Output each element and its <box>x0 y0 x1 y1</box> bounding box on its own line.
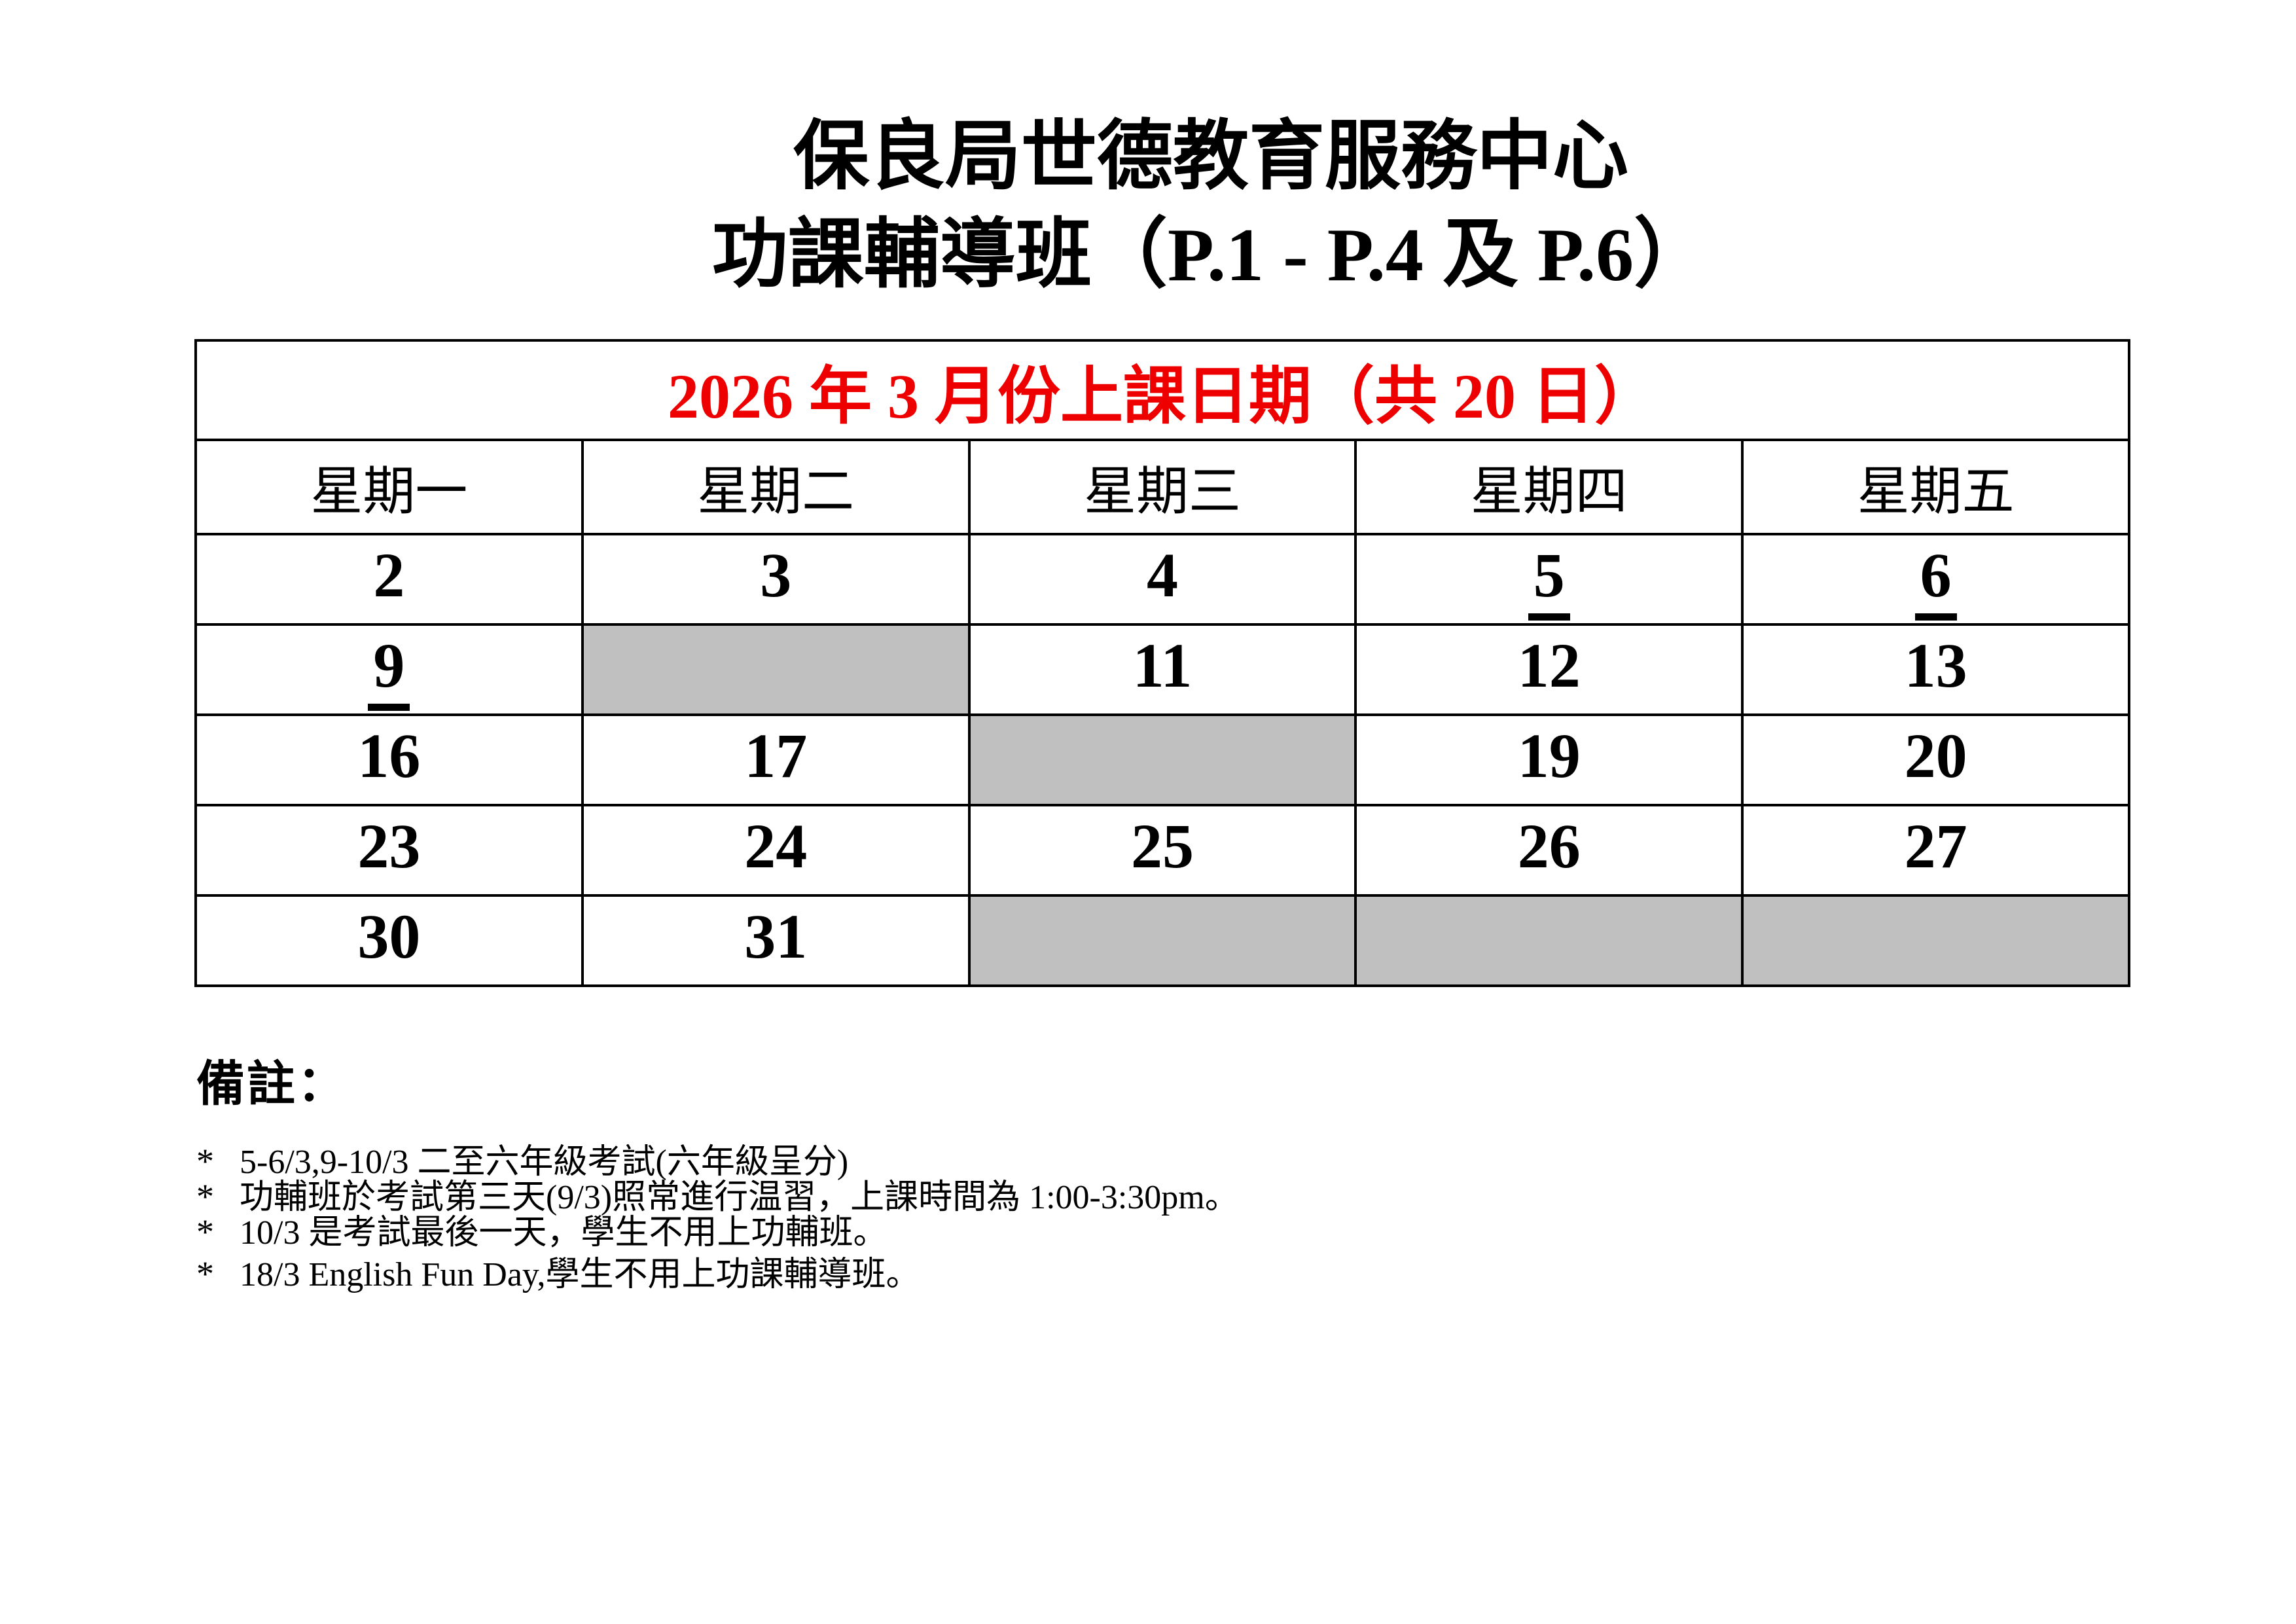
weekday-header-thursday: 星期四 <box>1354 439 1744 535</box>
date-number <box>1157 948 1168 962</box>
class-dates-calendar-table: 2026 年 3 月份上課日期（共 20 日） 星期一 星期二 星期三 星期四 … <box>194 339 2130 987</box>
date-row-week2: 9 11 12 13 <box>194 623 2130 716</box>
asterisk-bullet: * <box>196 1254 214 1293</box>
date-number: 9 <box>368 634 410 711</box>
date-cell: 2 <box>194 533 584 626</box>
date-cell: 4 <box>967 533 1357 626</box>
date-cell: 19 <box>1354 713 1744 806</box>
date-number: 5 <box>1528 543 1570 621</box>
date-cell: 20 <box>1741 713 2130 806</box>
page-title-line1: 保良局世德教育服務中心 <box>793 115 1628 199</box>
date-number: 23 <box>357 810 421 881</box>
date-cell: 24 <box>581 804 971 897</box>
date-cell: 25 <box>967 804 1357 897</box>
date-cell: 5 <box>1354 533 1744 626</box>
date-cell-shaded <box>967 713 1357 806</box>
date-cell: 23 <box>194 804 584 897</box>
date-number: 30 <box>357 901 421 971</box>
page-title-line2: 功課輔導班（P.1 - P.4 及 P.6） <box>711 213 1710 297</box>
weekday-header-wednesday: 星期三 <box>967 439 1357 535</box>
date-cell-shaded <box>1741 894 2130 987</box>
date-row-week3: 16 17 19 20 <box>194 713 2130 806</box>
date-cell: 30 <box>194 894 584 987</box>
calendar-caption: 2026 年 3 月份上課日期（共 20 日） <box>194 339 2130 441</box>
date-number: 11 <box>1132 630 1193 700</box>
date-number <box>1544 948 1554 962</box>
date-number: 20 <box>1904 720 1967 791</box>
date-number: 3 <box>760 539 792 610</box>
date-cell: 3 <box>581 533 971 626</box>
date-number <box>770 677 781 691</box>
date-row-week4: 23 24 25 26 27 <box>194 804 2130 897</box>
note-item: * 18/3 English Fun Day,學生不用上功課輔導班。 <box>196 1254 1239 1293</box>
date-number <box>1157 768 1168 782</box>
date-number: 24 <box>744 810 808 881</box>
date-cell: 17 <box>581 713 971 806</box>
weekday-header-tuesday: 星期二 <box>581 439 971 535</box>
notes-list: * 5-6/3,9-10/3 二至六年級考試(六年級呈分) * 功輔班於考試第三天(… <box>196 1144 1239 1292</box>
date-row-week1: 2 3 4 5 6 <box>194 533 2130 626</box>
date-cell-shaded <box>581 623 971 716</box>
date-cell: 6 <box>1741 533 2130 626</box>
date-number: 4 <box>1146 539 1178 610</box>
note-text: 18/3 English Fun Day,學生不用上功課輔導班。 <box>240 1256 920 1293</box>
date-number: 26 <box>1517 810 1581 881</box>
date-cell: 9 <box>194 623 584 716</box>
note-text: 10/3 是考試最後一天，學生不用上功輔班。 <box>240 1214 888 1252</box>
date-cell-shaded <box>967 894 1357 987</box>
asterisk-bullet: * <box>196 1212 214 1252</box>
date-cell: 16 <box>194 713 584 806</box>
weekday-header-monday: 星期一 <box>194 439 584 535</box>
date-cell: 11 <box>967 623 1357 716</box>
date-number: 17 <box>744 720 808 791</box>
date-number: 2 <box>373 539 405 610</box>
weekday-header-row: 星期一 星期二 星期三 星期四 星期五 <box>194 439 2130 535</box>
date-cell: 27 <box>1741 804 2130 897</box>
weekday-header-friday: 星期五 <box>1741 439 2130 535</box>
date-number <box>1931 948 1941 962</box>
date-number: 27 <box>1904 810 1967 881</box>
date-cell: 26 <box>1354 804 1744 897</box>
note-item: * 5-6/3,9-10/3 二至六年級考試(六年級呈分) <box>196 1144 1239 1180</box>
date-number: 13 <box>1904 630 1967 700</box>
note-text: 5-6/3,9-10/3 二至六年級考試(六年級呈分) <box>240 1144 849 1181</box>
date-cell-shaded <box>1354 894 1744 987</box>
date-number: 19 <box>1517 720 1581 791</box>
date-cell: 31 <box>581 894 971 987</box>
document-title: 保良局世德教育服務中心 功課輔導班（P.1 - P.4 及 P.6） <box>209 108 2212 304</box>
date-number: 16 <box>357 720 421 791</box>
date-number: 31 <box>744 901 808 971</box>
date-number: 6 <box>1914 543 1957 621</box>
date-number: 25 <box>1130 810 1194 881</box>
date-number: 12 <box>1517 630 1581 700</box>
note-item: * 10/3 是考試最後一天，學生不用上功輔班。 <box>196 1212 1239 1252</box>
note-text: 功輔班於考試第三天(9/3)照常進行温習，上課時間為 1:00-3:30pm。 <box>240 1179 1239 1216</box>
asterisk-bullet: * <box>196 1142 214 1181</box>
note-item: * 功輔班於考試第三天(9/3)照常進行温習，上課時間為 1:00-3:30pm。 <box>196 1177 1239 1216</box>
date-cell: 13 <box>1741 623 2130 716</box>
caption-row: 2026 年 3 月份上課日期（共 20 日） <box>194 339 2130 441</box>
date-row-week5: 30 31 <box>194 894 2130 987</box>
notes-heading: 備註： <box>196 1058 348 1111</box>
date-cell: 12 <box>1354 623 1744 716</box>
asterisk-bullet: * <box>196 1177 214 1216</box>
